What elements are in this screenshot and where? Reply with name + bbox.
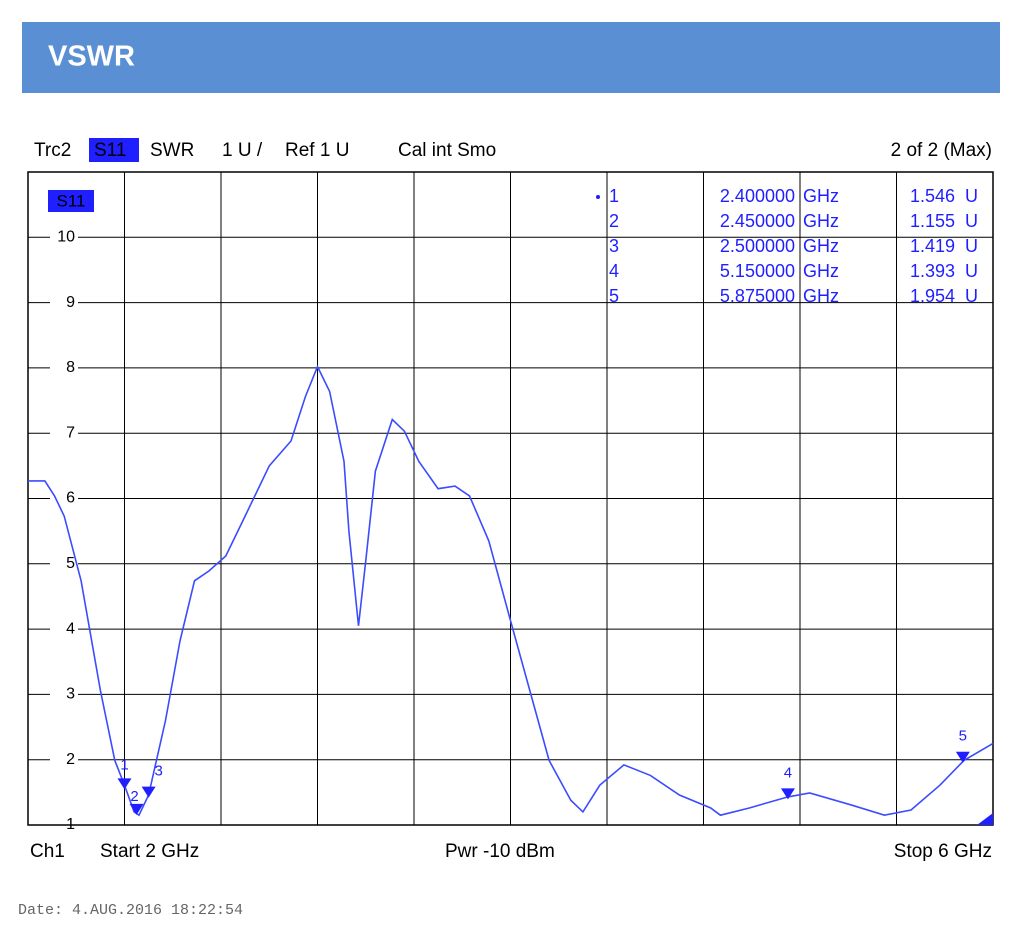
table-label: 4 [609, 261, 619, 281]
corner-arrow [977, 813, 993, 825]
active-dot [596, 195, 600, 199]
info-param: S11 [94, 140, 126, 161]
table-freq-unit: GHz [803, 236, 839, 256]
table-value: 1.393 [910, 261, 955, 281]
info-scale: 1 U / [222, 140, 263, 161]
label-bg [50, 554, 78, 573]
info-format: SWR [150, 140, 194, 161]
table-label: 5 [609, 286, 619, 306]
label-bg [50, 685, 78, 704]
label-bg [50, 489, 78, 508]
table-value-unit: U [965, 261, 978, 281]
header-bar [22, 22, 1000, 93]
table-freq-unit: GHz [803, 286, 839, 306]
badge-bg [48, 190, 94, 212]
table-freq-unit: GHz [803, 186, 839, 206]
table-freq: 2.450000 [720, 211, 795, 231]
table-value-unit: U [965, 211, 978, 231]
info-ref: Ref 1 U [285, 140, 349, 161]
table-value: 1.546 [910, 186, 955, 206]
page-title: VSWR [48, 41, 135, 73]
badge: S11 [57, 191, 86, 210]
y-tick-label: 3 [66, 686, 75, 703]
label-bg [50, 228, 78, 247]
marker-label: 5 [959, 728, 967, 745]
table-freq: 2.500000 [720, 236, 795, 256]
marker [117, 778, 132, 790]
param-highlight [89, 138, 139, 162]
info-trace: Trc2 [34, 140, 71, 161]
table-label: 2 [609, 211, 619, 231]
marker [141, 786, 156, 798]
y-tick-label: 5 [66, 555, 75, 572]
table-label: 3 [609, 236, 619, 256]
table-freq: 5.875000 [720, 286, 795, 306]
table-freq-unit: GHz [803, 211, 839, 231]
label-bg [50, 424, 78, 443]
table-freq-unit: GHz [803, 261, 839, 281]
table-value: 1.155 [910, 211, 955, 231]
marker-label: 2 [130, 788, 138, 805]
table-value-unit: U [965, 286, 978, 306]
marker-label: 3 [154, 763, 162, 780]
plot-frame [27, 171, 994, 826]
info-cal: Cal int Smo [398, 140, 496, 161]
info-page: 2 of 2 (Max) [891, 140, 992, 161]
y-tick-label: 9 [66, 294, 75, 311]
table-value: 1.954 [910, 286, 955, 306]
table-freq: 2.400000 [720, 186, 795, 206]
label-bg [50, 750, 78, 769]
footer-power: Pwr -10 dBm [445, 841, 555, 862]
trace [28, 364, 994, 817]
table-label: 1 [609, 186, 619, 206]
y-tick-label: 7 [66, 424, 75, 441]
label-bg [50, 358, 78, 377]
table-freq: 5.150000 [720, 261, 795, 281]
footer-channel: Ch1 [30, 841, 65, 862]
label-bg [50, 293, 78, 312]
table-value-unit: U [965, 236, 978, 256]
table-value: 1.419 [910, 236, 955, 256]
y-tick-label: 6 [66, 490, 75, 507]
y-tick-label: 2 [66, 751, 75, 768]
marker-label: 1 [120, 756, 128, 773]
footer-stop: Stop 6 GHz [894, 841, 992, 862]
y-tick-label: 4 [66, 620, 75, 637]
marker [129, 803, 144, 815]
date: Date: 4.AUG.2016 18:22:54 [18, 902, 243, 919]
label-bg [50, 620, 78, 639]
marker-label: 4 [784, 764, 792, 781]
footer-start: Start 2 GHz [100, 841, 199, 862]
marker [955, 751, 970, 763]
y-tick-label: 8 [66, 359, 75, 376]
table-value-unit: U [965, 186, 978, 206]
y-tick-label: 10 [57, 229, 75, 246]
marker [780, 788, 795, 800]
chart: Trc2 S11 SWR 1 U / Ref 1 U Cal int Smo 2 of 2 … [18, 138, 994, 919]
